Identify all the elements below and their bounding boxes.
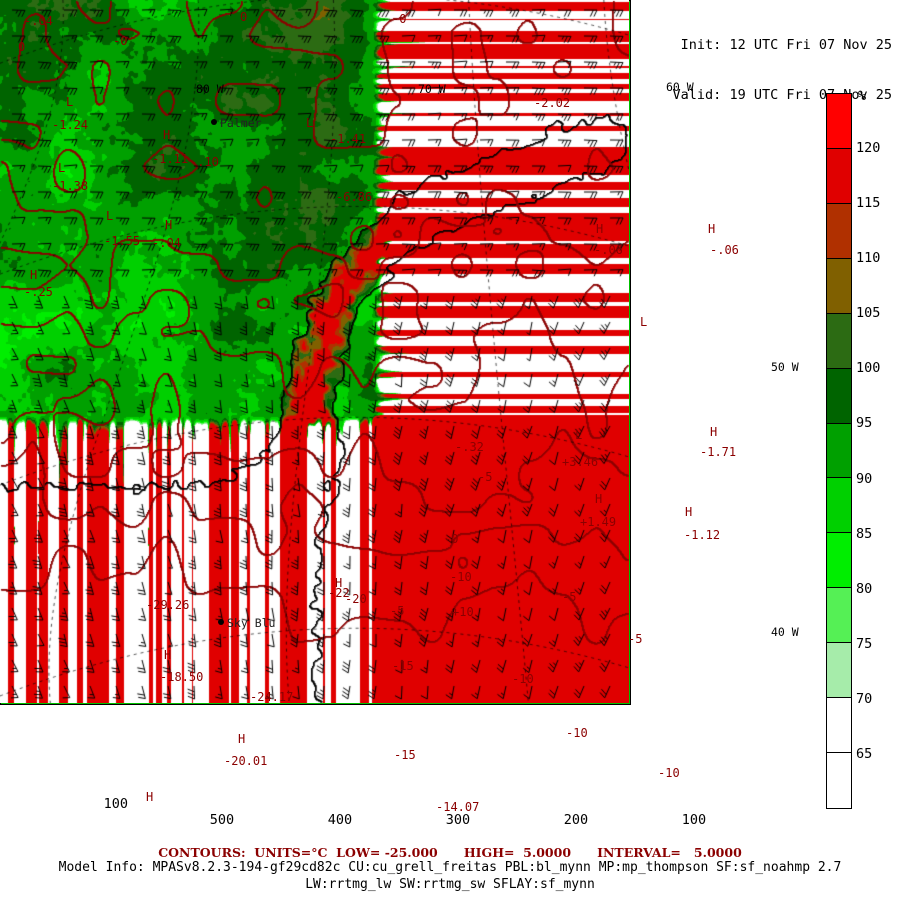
colorbar	[826, 93, 852, 809]
lon-label-60w: 60 W	[666, 80, 694, 94]
colorbar-segment	[827, 313, 851, 369]
contour-label: H	[595, 492, 603, 506]
colorbar-tick-label: 75	[856, 635, 873, 652]
colorbar-tick-label: 70	[856, 690, 873, 707]
contour-label: -22	[328, 586, 350, 600]
header-right-block: Init: 12 UTC Fri 07 Nov 25 Valid: 19 UTC…	[673, 4, 892, 120]
x-axis-tick-label: 100	[681, 812, 707, 828]
station-marker	[218, 619, 224, 625]
station-marker	[211, 119, 217, 125]
colorbar-tick-label: 105	[856, 305, 881, 322]
contour-label: L	[106, 209, 114, 223]
contour-label: -5	[478, 470, 493, 484]
relative-humidity-field	[0, 0, 629, 703]
contour-label: 0	[240, 10, 248, 24]
contour-label: +3.46	[562, 455, 599, 469]
colorbar-tick-label: 65	[856, 745, 873, 762]
contour-label: -10	[512, 672, 534, 686]
contour-label: -1.24	[52, 118, 89, 132]
contour-label: -15	[392, 659, 414, 673]
colorbar-tick-label: 100	[856, 360, 881, 377]
footer-block: CONTOURS: UNITS=°C LOW= -25.000 HIGH= 5.…	[0, 845, 900, 893]
colorbar-segment	[827, 588, 851, 644]
x-axis-tick-label: 300	[445, 812, 471, 828]
contour-label: -.32	[455, 440, 484, 454]
contour-label: -10	[450, 570, 472, 584]
colorbar-tick-label: 85	[856, 525, 873, 542]
valid-time: Valid: 19 UTC Fri 07 Nov 25	[672, 86, 892, 103]
x-axis-tick-label: 500	[209, 812, 235, 828]
contour-label: -0	[113, 34, 128, 48]
contour-label: -5	[390, 604, 405, 618]
contour-label: -18.50	[160, 670, 204, 684]
station-label: Palmer	[220, 116, 262, 130]
colorbar-segment	[827, 148, 851, 204]
colorbar-segment	[827, 368, 851, 424]
lon-label-40w: 40 W	[771, 625, 799, 639]
contour-label: -6.86	[336, 190, 373, 204]
colorbar-tick-label: 80	[856, 580, 873, 597]
colorbar-ticks: 120 115 110 105 100 95 90 85 80 75 70 65	[856, 93, 900, 809]
contour-label: -.06	[594, 243, 623, 257]
contour-label: -24.17	[250, 690, 294, 704]
station-label: Sky Blu	[227, 616, 276, 630]
contour-label: -20	[345, 592, 367, 606]
contour-label: H	[30, 268, 38, 282]
contour-label: H	[164, 648, 172, 662]
contour-label: -5	[562, 590, 577, 604]
contour-settings: CONTOURS: UNITS=°C LOW= -25.000 HIGH= 5.…	[158, 845, 742, 860]
contour-label: -.04	[24, 14, 53, 28]
colorbar-segment	[827, 643, 851, 699]
lon-label-50w: 50 W	[771, 360, 799, 374]
contour-label: -.25	[24, 285, 53, 299]
colorbar-segment	[827, 698, 851, 754]
colorbar-unit-label: %	[858, 88, 867, 104]
contour-label: -1.38	[52, 179, 89, 193]
init-time: Init: 12 UTC Fri 07 Nov 25	[680, 37, 892, 54]
contour-label: L	[66, 95, 74, 109]
contour-label: -1.41	[330, 132, 367, 146]
contour-label: H	[163, 128, 171, 142]
x-axis-tick-label: 400	[327, 812, 353, 828]
colorbar-tick-label: 115	[856, 195, 881, 212]
colorbar-tick-label: 95	[856, 415, 873, 432]
contour-label: -2.02	[534, 96, 571, 110]
contour-label: L	[575, 428, 583, 442]
contour-label: -.10	[190, 155, 219, 169]
contour-label: -29.26	[146, 598, 190, 612]
colorbar-tick-label: 110	[856, 250, 881, 267]
x-axis-ticks: 500 400 300 200 100	[136, 812, 767, 836]
colorbar-segment	[827, 258, 851, 314]
contour-label: -0	[444, 532, 459, 546]
colorbar-segment	[827, 478, 851, 534]
colorbar-segment	[827, 753, 851, 808]
contour-label: 0	[18, 40, 26, 54]
contour-label: L	[306, 116, 314, 130]
contour-label: H	[165, 218, 173, 232]
model-info-line2: LW:rrtmg_lw SW:rrtmg_sw SFLAY:sf_mynn	[305, 876, 595, 892]
contour-label: H	[335, 576, 343, 590]
colorbar-segment	[827, 94, 851, 149]
contour-label: +10	[452, 605, 474, 619]
contour-label: -1.55	[104, 234, 141, 248]
contour-label: H	[596, 222, 604, 236]
colorbar-tick-label: 120	[856, 140, 881, 157]
colorbar-segment	[827, 203, 851, 259]
contour-label: -0	[392, 12, 407, 26]
colorbar-segment	[827, 423, 851, 479]
contour-label: -1.11	[152, 152, 189, 166]
model-info-line1: Model Info: MPASv8.2.3-194-gf29cd82c CU:…	[58, 860, 842, 875]
colorbar-segment	[827, 533, 851, 589]
y-axis-tick-label: 100	[103, 796, 128, 812]
contour-label: -.04	[152, 236, 181, 250]
lon-label-70w: 70 W	[418, 82, 446, 96]
x-axis-tick-label: 200	[563, 812, 589, 828]
map-plot-area[interactable]: -.04 0 -0 0 -0 -2.02 L -1.24 H -1.11 L -1.41 L -1.38 P…	[0, 0, 739, 814]
contour-label: +1.49	[580, 515, 617, 529]
contour-label: -5	[628, 632, 643, 646]
lon-label-80w: 80 W	[196, 82, 224, 96]
contour-label: L	[58, 161, 66, 175]
colorbar-tick-label: 90	[856, 470, 873, 487]
